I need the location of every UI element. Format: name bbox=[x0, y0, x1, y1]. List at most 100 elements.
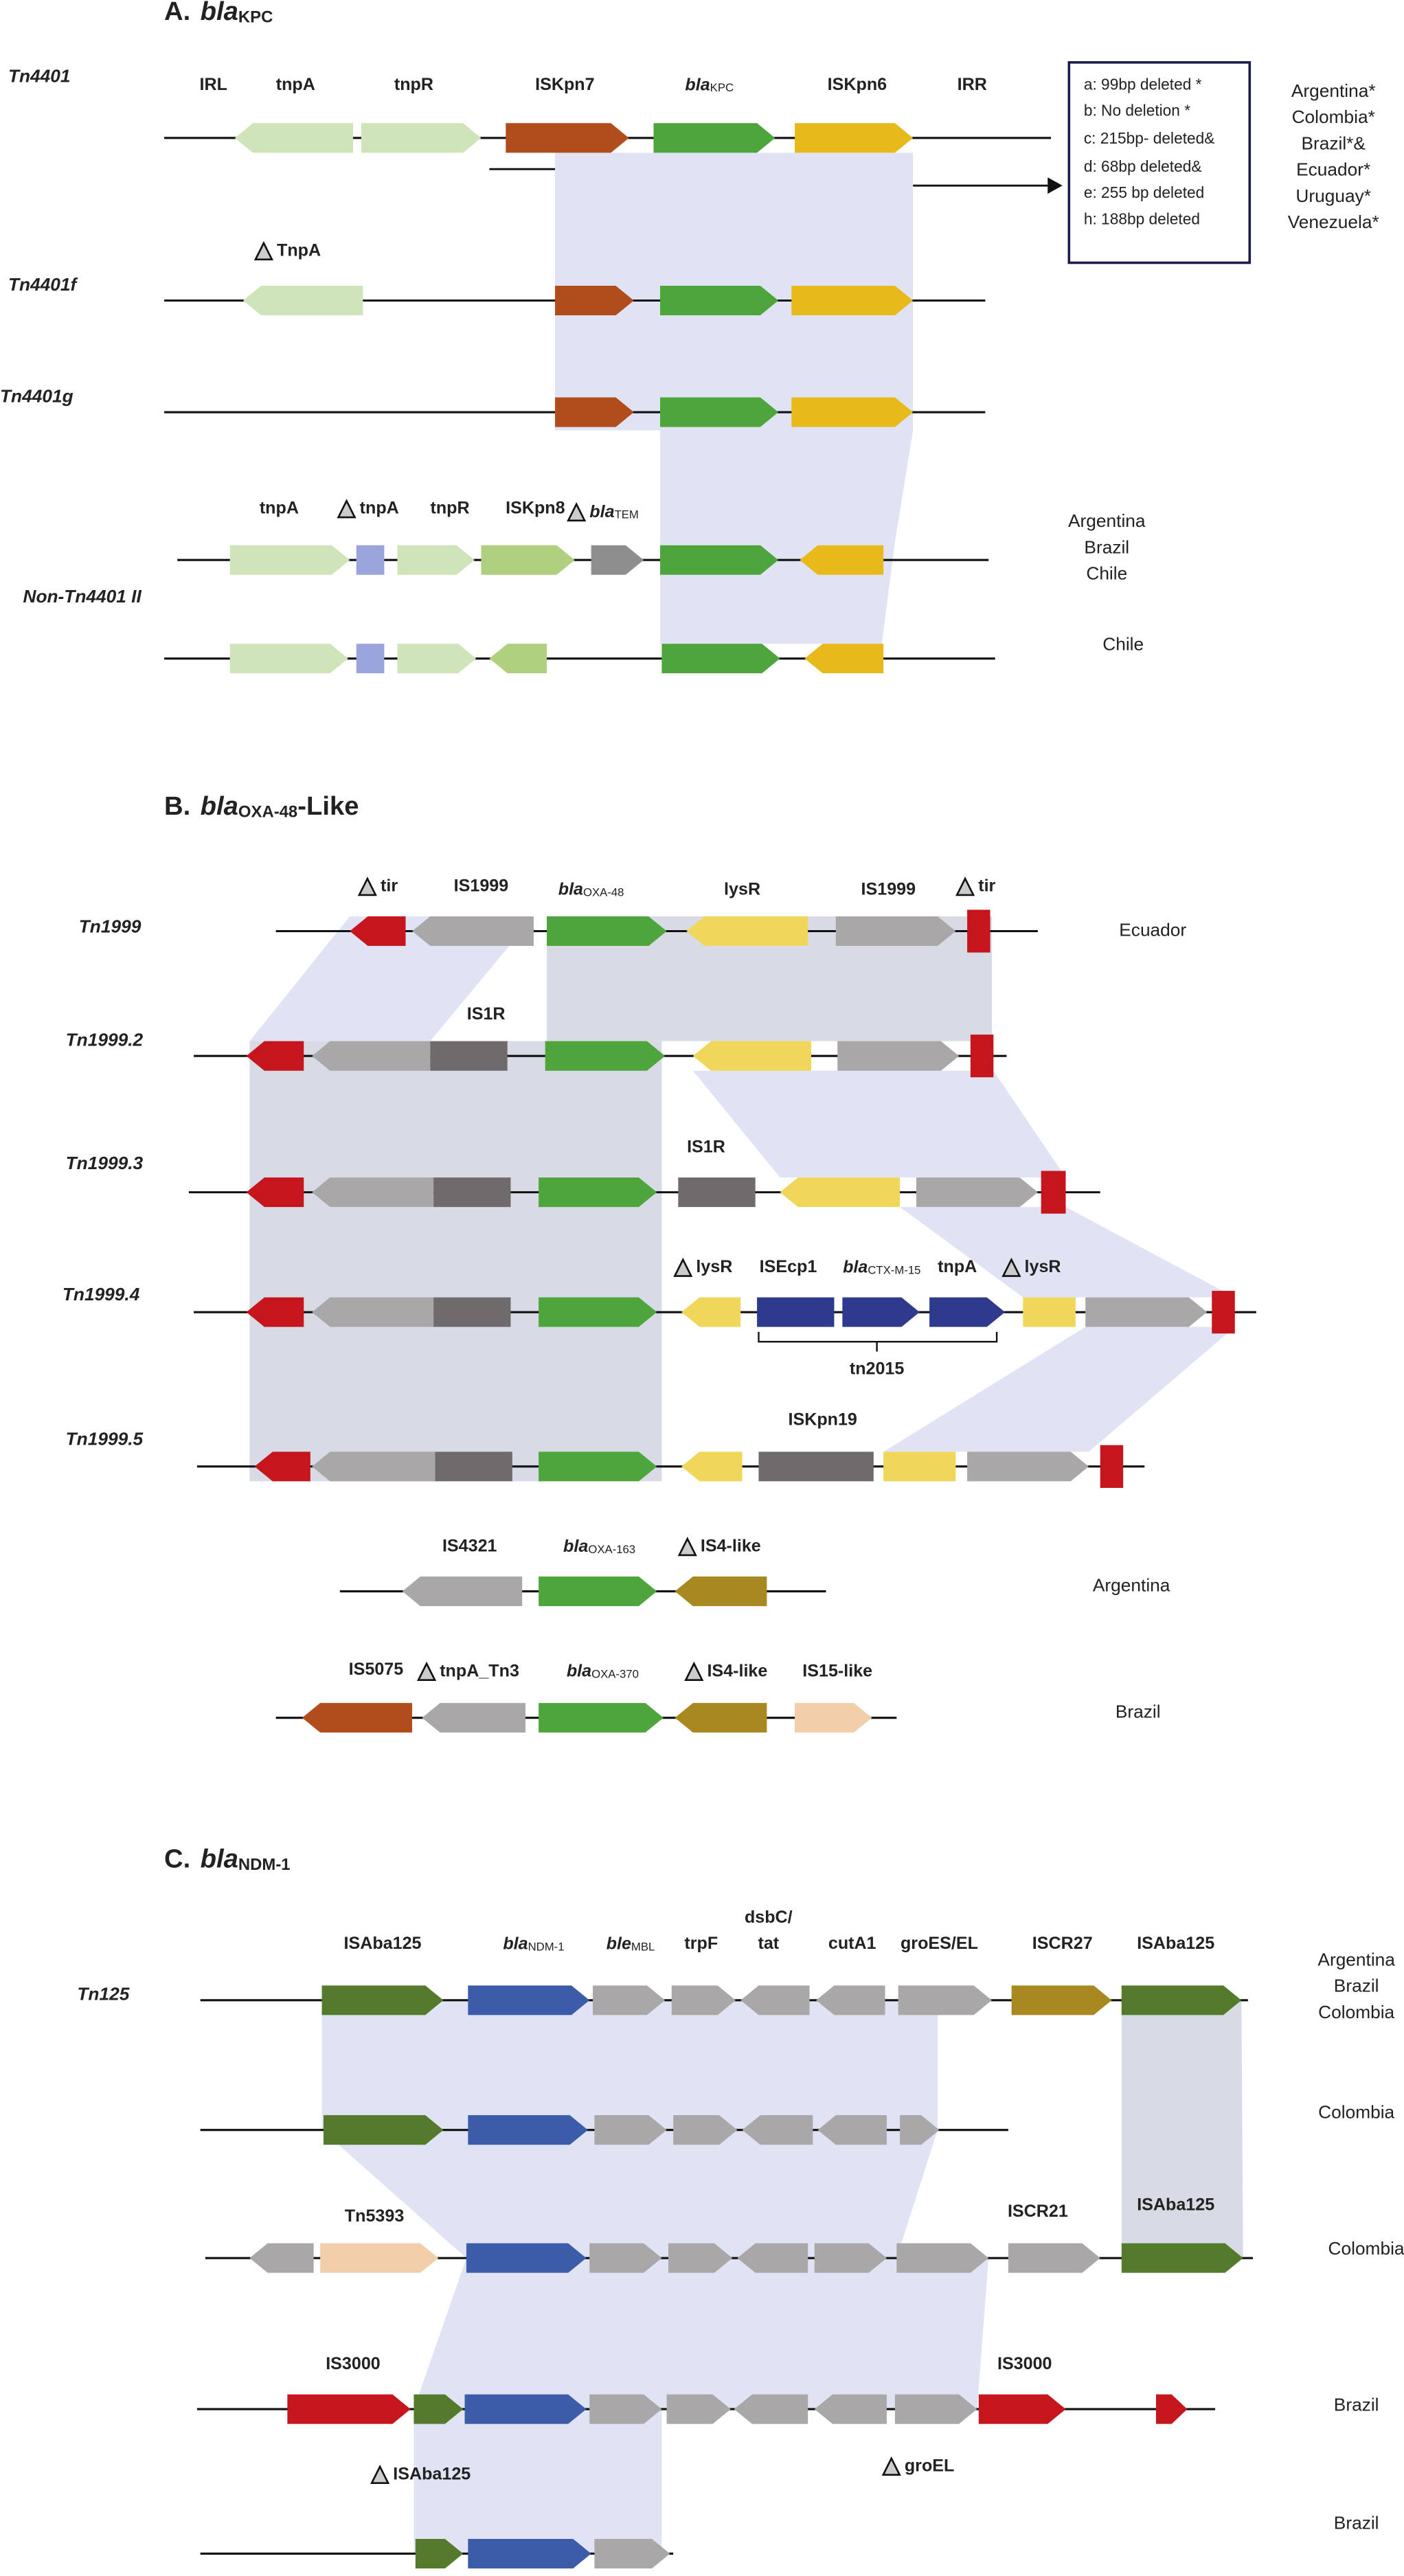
gene bbox=[422, 1703, 526, 1733]
gene bbox=[539, 1297, 657, 1327]
gene bbox=[254, 1451, 310, 1482]
gene bbox=[900, 2115, 940, 2145]
country-label: Colombia bbox=[1318, 2002, 1394, 2022]
country-label: Uruguay* bbox=[1295, 185, 1371, 206]
gene-label: blaCTX-M-15 bbox=[843, 1257, 920, 1277]
gene-label: ISAba125 bbox=[393, 2464, 471, 2483]
deletion-label: e: 255 bp deleted bbox=[1084, 183, 1204, 201]
gene-label: blaOXA-370 bbox=[567, 1661, 639, 1681]
gene-label: groEL bbox=[905, 2456, 954, 2475]
country-label: Chile bbox=[1102, 633, 1144, 654]
gene-label: lysR bbox=[724, 879, 760, 899]
gene bbox=[547, 916, 667, 947]
deletion-label: d: 68bp deleted& bbox=[1084, 157, 1202, 175]
gene bbox=[246, 1297, 304, 1327]
deletion-triangle bbox=[881, 2456, 901, 2476]
section-title: A. blaKPC bbox=[164, 0, 273, 27]
gene-label: ISKpn8 bbox=[506, 499, 565, 518]
gene-name: bla bbox=[685, 75, 710, 94]
gene bbox=[814, 2243, 887, 2273]
deletion-label: h: 188bp deleted bbox=[1084, 210, 1200, 227]
gene bbox=[1041, 1171, 1066, 1214]
gene bbox=[660, 397, 779, 427]
gene-label: ISKpn7 bbox=[535, 75, 594, 94]
gene bbox=[692, 1041, 811, 1071]
deletion-triangle bbox=[1001, 1257, 1021, 1277]
gene bbox=[740, 1985, 810, 2015]
row-label: Tn1999.5 bbox=[66, 1429, 144, 1449]
gene-label: cutA1 bbox=[828, 1934, 876, 1953]
deletion-triangle bbox=[955, 877, 975, 896]
gene-label: ISKpn19 bbox=[789, 1410, 857, 1430]
title-subscript: NDM-1 bbox=[238, 1855, 291, 1874]
title-subscript: OXA-48 bbox=[238, 803, 297, 822]
gene bbox=[539, 1177, 657, 1208]
gene-label: IS1R bbox=[687, 1138, 725, 1157]
gene bbox=[758, 1451, 874, 1482]
deletion-triangle bbox=[417, 1661, 437, 1681]
gene bbox=[791, 285, 914, 316]
gene bbox=[589, 2243, 662, 2273]
gene bbox=[835, 916, 956, 947]
gene bbox=[791, 397, 914, 427]
row-label: Tn1999.4 bbox=[63, 1284, 140, 1304]
gene-label: blaOXA-48 bbox=[558, 879, 624, 899]
row-label: Tn4401 bbox=[8, 65, 71, 86]
gene-label: tnpR bbox=[394, 75, 433, 94]
gene-label: tnpA bbox=[360, 499, 399, 518]
gene bbox=[660, 285, 779, 316]
gene-subscript: MBL bbox=[631, 1941, 655, 1954]
gene bbox=[1085, 1297, 1208, 1327]
deletion-triangle bbox=[684, 1661, 704, 1681]
gene bbox=[430, 1041, 508, 1071]
gene-label: ISCR27 bbox=[1032, 1934, 1093, 1953]
gene bbox=[675, 1577, 767, 1607]
gene-label: tnpA bbox=[260, 499, 299, 518]
gene bbox=[287, 2394, 411, 2424]
section-letter: A. bbox=[164, 0, 190, 26]
country-label: Brazil bbox=[1334, 2394, 1379, 2415]
gene bbox=[246, 1177, 304, 1208]
deletion-triangle bbox=[337, 499, 356, 519]
country-label: Brazil bbox=[1084, 536, 1129, 557]
gene-name: bla bbox=[503, 1934, 528, 1953]
gene bbox=[967, 1451, 1089, 1482]
gene bbox=[967, 909, 990, 953]
gene-label: tnpA_Tn3 bbox=[440, 1661, 519, 1680]
genes bbox=[229, 123, 1243, 2569]
deletion-triangle bbox=[673, 1257, 693, 1277]
gene bbox=[594, 2115, 667, 2145]
gene-label: ISCR21 bbox=[1008, 2202, 1068, 2221]
row-label: Tn125 bbox=[77, 1984, 129, 2004]
country-label: Brazil*& bbox=[1301, 133, 1366, 153]
shaded-region bbox=[321, 2000, 938, 2130]
gene bbox=[539, 1451, 657, 1482]
gene-name: bla bbox=[589, 502, 614, 521]
title-gene: bla bbox=[201, 0, 238, 26]
gene bbox=[653, 123, 775, 153]
gene bbox=[397, 545, 475, 575]
gene bbox=[489, 644, 547, 674]
row-label: Non-Tn4401 II bbox=[23, 586, 141, 607]
shaded-region bbox=[692, 1070, 1066, 1178]
gene bbox=[361, 123, 482, 153]
gene-label: lysR bbox=[696, 1257, 732, 1276]
gene bbox=[545, 1041, 666, 1071]
gene bbox=[842, 1297, 920, 1327]
gene bbox=[302, 1703, 413, 1733]
gene-name: ble bbox=[607, 1934, 631, 1953]
gene bbox=[229, 545, 350, 575]
gene bbox=[249, 2243, 314, 2273]
gene-label: IS4-like bbox=[707, 1661, 767, 1680]
gene bbox=[817, 2115, 887, 2145]
row-label: Tn4401g bbox=[0, 385, 73, 406]
gene-subscript: OXA-163 bbox=[588, 1543, 635, 1556]
gene bbox=[814, 2394, 887, 2424]
gene bbox=[414, 2394, 464, 2424]
gene bbox=[539, 1577, 657, 1607]
gene bbox=[1121, 2243, 1243, 2273]
gene bbox=[312, 1041, 431, 1071]
gene bbox=[481, 545, 575, 575]
gene-label: blaOXA-163 bbox=[563, 1537, 635, 1557]
gene-label: bleMBL bbox=[607, 1934, 655, 1954]
